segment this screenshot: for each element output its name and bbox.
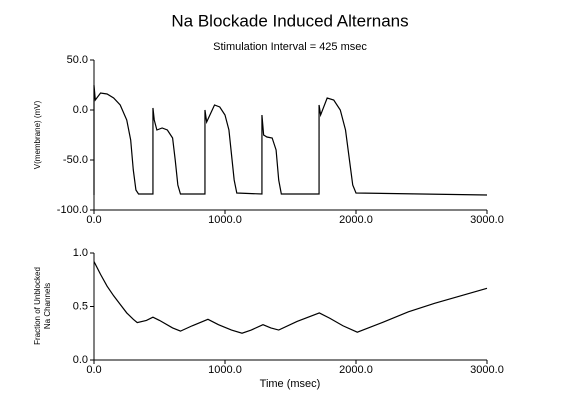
x-tick-label: 1000.0 [208,214,242,226]
y-tick-label: 1.0 [73,247,88,259]
x-tick-label: 0.0 [86,364,101,376]
y-tick-label: 0.0 [73,104,88,116]
y-tick-label: 50.0 [67,54,88,66]
x-tick-label: 3000.0 [470,364,504,376]
x-axis-label: Time (msec) [260,378,321,390]
x-tick-label: 2000.0 [339,364,373,376]
data-line [93,261,488,334]
y-tick-label: 0.0 [73,354,88,366]
x-tick-label: 0.0 [86,214,101,226]
y-axis-label: Fraction of Unblocked [33,267,42,345]
y-axis-label: Na Channels [43,283,52,329]
chart-title: Na Blockade Induced Alternans [171,11,408,30]
data-line [93,84,488,196]
chart-subtitle: Stimulation Interval = 425 msec [213,41,367,53]
y-tick-label: -100.0 [57,204,88,216]
y-axis-label: V(membrane) (mV) [33,100,42,169]
x-tick-label: 3000.0 [470,214,504,226]
y-tick-label: 0.5 [73,300,88,312]
x-tick-label: 2000.0 [339,214,373,226]
x-tick-label: 1000.0 [208,364,242,376]
y-tick-label: -50.0 [63,154,88,166]
